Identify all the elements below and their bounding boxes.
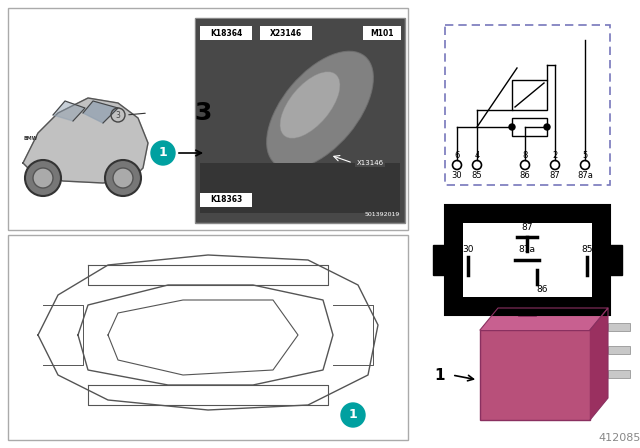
Text: 1: 1 <box>159 146 168 159</box>
Text: K18363: K18363 <box>210 195 242 204</box>
Bar <box>8 8 408 230</box>
Text: 3: 3 <box>195 101 212 125</box>
Bar <box>200 26 252 40</box>
Text: 86: 86 <box>536 285 548 294</box>
Text: K18364: K18364 <box>210 29 242 38</box>
Circle shape <box>341 403 365 427</box>
Bar <box>512 80 547 110</box>
Text: 1: 1 <box>349 409 357 422</box>
Circle shape <box>105 160 141 196</box>
Circle shape <box>509 124 515 130</box>
Polygon shape <box>480 308 608 330</box>
Ellipse shape <box>280 72 340 138</box>
Text: 1: 1 <box>435 367 445 383</box>
Text: 87a: 87a <box>518 245 536 254</box>
Text: 8: 8 <box>522 151 528 159</box>
Bar <box>200 193 252 207</box>
Bar <box>8 235 408 440</box>
Text: 2: 2 <box>552 151 557 159</box>
Text: 501392019: 501392019 <box>365 212 400 217</box>
Bar <box>260 26 312 40</box>
Text: X23146: X23146 <box>270 29 302 38</box>
Bar <box>480 330 590 420</box>
Polygon shape <box>53 101 85 121</box>
Text: BMW: BMW <box>24 135 38 141</box>
Circle shape <box>25 160 61 196</box>
Bar <box>512 118 547 136</box>
Text: X13146: X13146 <box>356 160 383 166</box>
Bar <box>363 26 401 40</box>
Text: 4: 4 <box>474 151 479 159</box>
Bar <box>463 223 592 297</box>
Text: 412085: 412085 <box>599 433 640 443</box>
Bar <box>608 346 630 354</box>
Text: 3: 3 <box>116 111 120 120</box>
Text: 30: 30 <box>462 245 474 254</box>
Circle shape <box>33 168 53 188</box>
Bar <box>608 323 630 331</box>
Bar <box>607 245 622 275</box>
Bar <box>518 308 536 316</box>
Circle shape <box>544 124 550 130</box>
Text: 5: 5 <box>582 151 588 159</box>
Bar <box>608 370 630 378</box>
Text: M101: M101 <box>371 29 394 38</box>
Text: 87a: 87a <box>577 171 593 180</box>
Text: 6: 6 <box>454 151 460 159</box>
Polygon shape <box>23 98 148 183</box>
Text: 87: 87 <box>550 171 561 180</box>
Text: 86: 86 <box>520 171 531 180</box>
Bar <box>445 205 610 315</box>
Circle shape <box>113 168 133 188</box>
Bar <box>196 19 404 222</box>
Bar <box>433 245 448 275</box>
Circle shape <box>151 141 175 165</box>
Ellipse shape <box>267 51 373 169</box>
Text: 87: 87 <box>521 223 532 232</box>
Bar <box>195 18 405 223</box>
Bar <box>200 163 400 213</box>
Polygon shape <box>590 308 608 420</box>
Polygon shape <box>83 101 118 123</box>
Text: 85: 85 <box>581 245 593 254</box>
Text: 30: 30 <box>452 171 462 180</box>
Bar <box>445 25 610 185</box>
Text: 85: 85 <box>472 171 483 180</box>
